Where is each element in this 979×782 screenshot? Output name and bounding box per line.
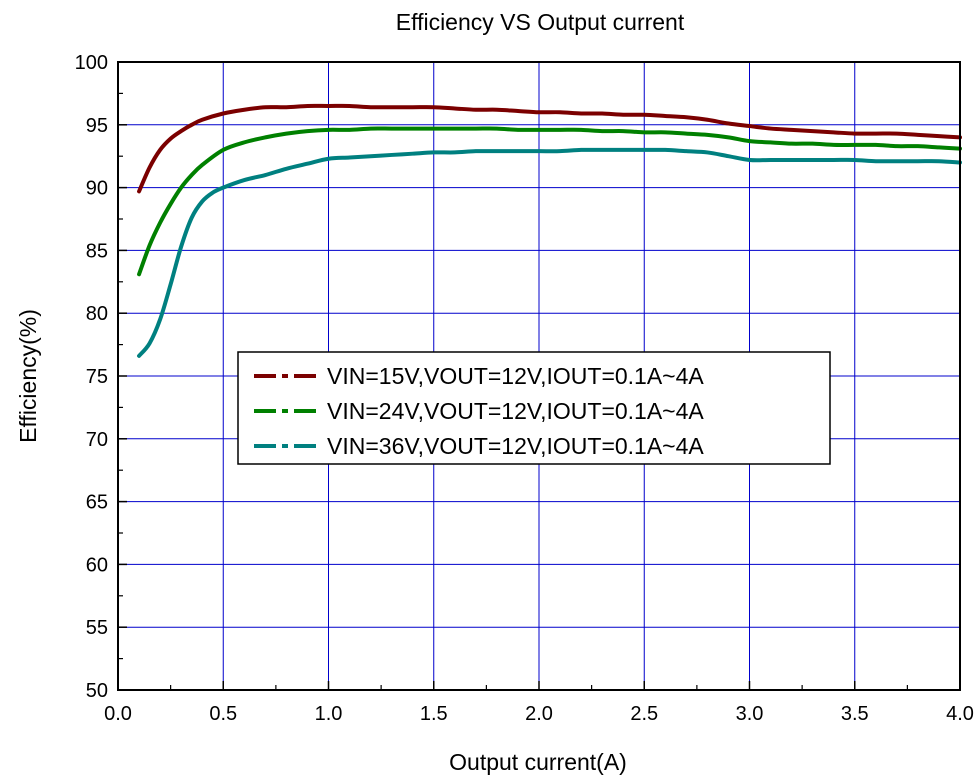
y-tick-labels: 50 55 60 65 70 75 80 85 90 95 100 xyxy=(75,52,108,702)
series-line-2 xyxy=(137,126,962,277)
legend-label-2: VIN=24V,VOUT=12V,IOUT=0.1A~4A xyxy=(327,398,704,424)
x-tick-label: 4.0 xyxy=(946,703,974,725)
legend-box xyxy=(237,351,831,465)
plot-frame xyxy=(117,61,961,691)
y-tick-label: 100 xyxy=(75,52,108,74)
y-tick-label: 90 xyxy=(86,178,108,200)
y-tick-label: 95 xyxy=(86,115,108,137)
y-axis-label: Efficiency(%) xyxy=(15,309,41,443)
y-tick-label: 65 xyxy=(86,492,108,514)
chart-title: Efficiency VS Output current xyxy=(396,9,685,35)
y-tick-label: 85 xyxy=(86,240,108,262)
series-line-3 xyxy=(137,147,962,358)
axis-ticks xyxy=(117,61,961,691)
x-tick-label: 2.5 xyxy=(630,703,658,725)
y-tick-label: 50 xyxy=(86,680,108,702)
x-tick-label: 1.5 xyxy=(420,703,448,725)
y-tick-label: 70 xyxy=(86,429,108,451)
x-tick-label: 1.0 xyxy=(315,703,343,725)
x-tick-label: 0.0 xyxy=(104,703,132,725)
series-line-1 xyxy=(137,103,962,194)
y-tick-label: 55 xyxy=(86,617,108,639)
y-tick-label: 75 xyxy=(86,366,108,388)
x-tick-label: 3.0 xyxy=(736,703,764,725)
x-tick-label: 0.5 xyxy=(209,703,237,725)
series-lines xyxy=(137,103,962,358)
y-tick-label: 60 xyxy=(86,554,108,576)
x-tick-labels: 0.0 0.5 1.0 1.5 2.0 2.5 3.0 3.5 4.0 xyxy=(104,703,974,725)
legend: VIN=15V,VOUT=12V,IOUT=0.1A~4A VIN=24V,VOU… xyxy=(237,351,831,465)
x-tick-label: 3.5 xyxy=(841,703,869,725)
legend-label-3: VIN=36V,VOUT=12V,IOUT=0.1A~4A xyxy=(327,433,704,459)
x-tick-label: 2.0 xyxy=(525,703,553,725)
y-tick-label: 80 xyxy=(86,303,108,325)
legend-label-1: VIN=15V,VOUT=12V,IOUT=0.1A~4A xyxy=(327,363,704,389)
x-axis-label: Output current(A) xyxy=(449,749,627,775)
